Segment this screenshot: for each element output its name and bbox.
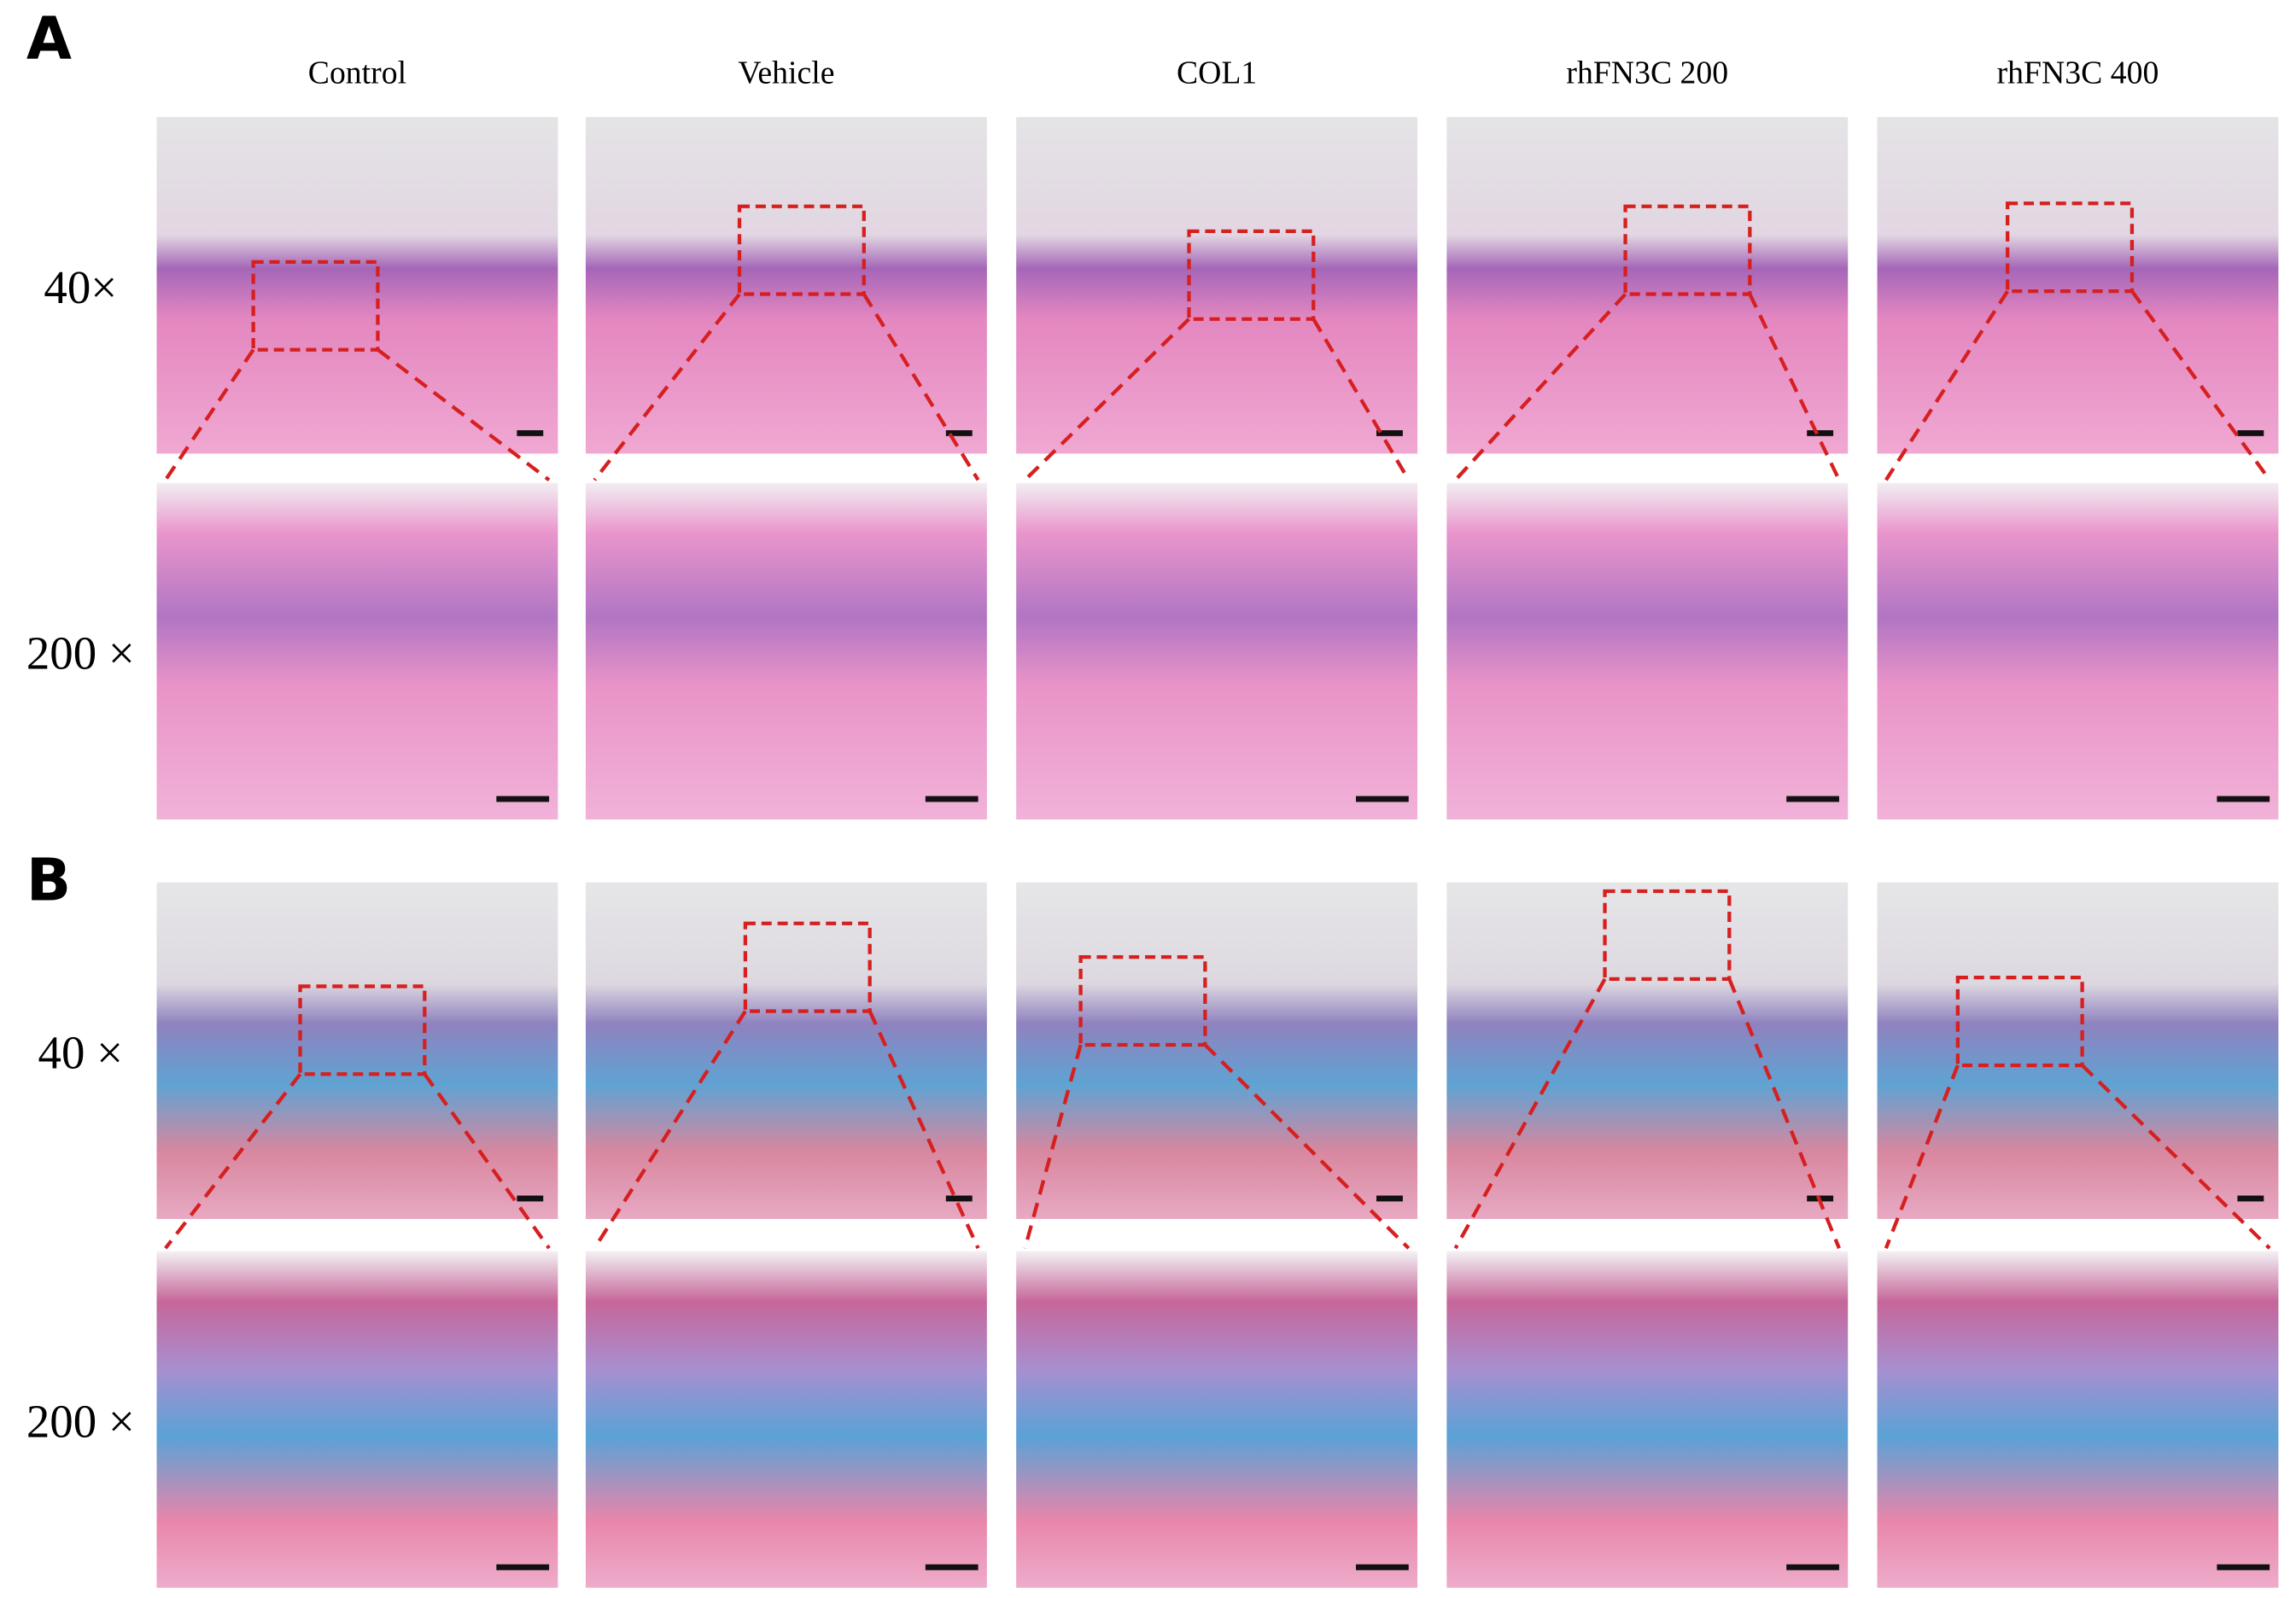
micrograph-200x [1446, 482, 1849, 819]
micrograph-200x [585, 1251, 987, 1588]
scale-bar [1786, 796, 1839, 802]
zoom-line [1453, 977, 1607, 1250]
micrograph-40x [1446, 882, 1849, 1219]
row-label: 200 × [26, 1395, 135, 1447]
scale-bar [2217, 1564, 2270, 1571]
scale-bar [496, 1564, 550, 1571]
row-label: 200 × [26, 627, 135, 679]
panel-label: B [26, 846, 71, 914]
micrograph-200x [1016, 1251, 1418, 1588]
zoom-box [1078, 954, 1207, 1047]
micrograph-200x [1877, 482, 2279, 819]
zoom-box [743, 921, 872, 1013]
zoom-line [2130, 289, 2271, 481]
scale-bar [517, 430, 544, 436]
zoom-box [298, 984, 427, 1076]
micrograph-40x [156, 117, 558, 454]
zoom-line [2081, 1064, 2271, 1250]
zoom-line [164, 1072, 302, 1250]
scale-bar [1786, 1564, 1839, 1571]
micrograph-200x [156, 482, 558, 819]
row-label: 40× [44, 261, 117, 313]
zoom-line [1023, 318, 1191, 481]
zoom-box [1955, 975, 2084, 1068]
zoom-line [1748, 293, 1841, 481]
micrograph-200x [1877, 1251, 2279, 1588]
column-header: Vehicle [738, 55, 834, 91]
scale-bar [925, 796, 979, 802]
zoom-line [1884, 1064, 1960, 1250]
column-header: Control [308, 55, 406, 91]
zoom-line [377, 348, 551, 481]
scale-bar [2237, 1195, 2264, 1202]
micrograph-40x [1446, 117, 1849, 454]
micrograph-40x [1877, 117, 2279, 454]
row-label: 40 × [38, 1026, 124, 1078]
zoom-line [593, 293, 741, 481]
scale-bar [925, 1564, 979, 1571]
micrograph-40x [1877, 882, 2279, 1219]
column-header: COL1 [1177, 55, 1257, 91]
zoom-line [423, 1073, 551, 1250]
panel-label: A [26, 5, 72, 73]
micrograph-40x [1016, 882, 1418, 1219]
scale-bar [2217, 796, 2270, 802]
zoom-line [868, 1010, 980, 1250]
zoom-line [1727, 978, 1841, 1250]
micrograph-200x [1016, 482, 1418, 819]
scale-bar [1376, 430, 1403, 436]
zoom-line [1884, 289, 2009, 481]
zoom-line [164, 348, 255, 481]
column-header: rhFN3C 200 [1566, 55, 1728, 91]
scale-bar [945, 1195, 973, 1202]
micrograph-200x [1446, 1251, 1849, 1588]
micrograph-40x [585, 117, 987, 454]
micrograph-40x [1016, 117, 1418, 454]
zoom-line [1023, 1044, 1083, 1249]
zoom-line [862, 293, 980, 481]
zoom-box [2006, 201, 2135, 294]
zoom-box [1603, 889, 1732, 981]
zoom-line [1203, 1043, 1411, 1250]
scale-bar [1356, 796, 1409, 802]
scale-bar [1807, 430, 1834, 436]
micrograph-200x [156, 1251, 558, 1588]
micrograph-200x [585, 482, 987, 819]
column-header: rhFN3C 400 [1997, 55, 2159, 91]
scale-bar [1356, 1564, 1409, 1571]
scale-bar [2237, 430, 2264, 436]
zoom-box [1623, 204, 1752, 296]
zoom-line [1312, 318, 1411, 481]
scale-bar [496, 796, 550, 802]
zoom-box [1187, 229, 1316, 321]
scale-bar [517, 1195, 544, 1202]
micrograph-40x [585, 882, 987, 1219]
scale-bar [1376, 1195, 1403, 1202]
zoom-line [1454, 293, 1627, 481]
scale-bar [945, 430, 973, 436]
micrograph-40x [156, 882, 558, 1219]
zoom-box [251, 260, 380, 352]
zoom-box [737, 204, 866, 296]
